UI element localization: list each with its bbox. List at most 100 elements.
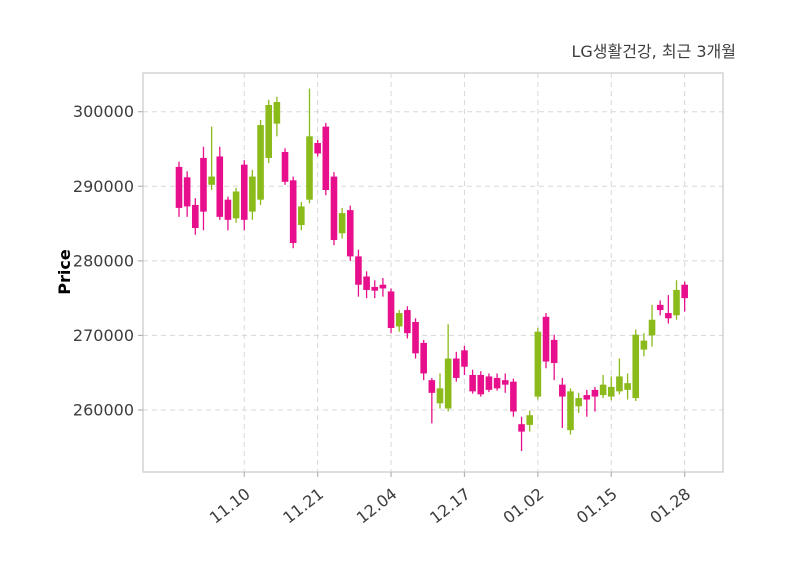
candle-body — [461, 350, 468, 367]
candle-body — [395, 313, 403, 327]
candle-body — [567, 391, 574, 431]
candle-body — [591, 389, 599, 397]
x-tick-label: 01.15 — [573, 484, 621, 527]
candle-body — [526, 415, 534, 425]
candle-body — [550, 339, 558, 364]
candle-body — [355, 256, 362, 285]
candle-down — [322, 122, 330, 196]
candles — [175, 88, 688, 452]
candle-body — [387, 291, 395, 328]
candle-body — [607, 386, 615, 397]
candle-up — [257, 119, 264, 205]
candle-body — [322, 126, 330, 191]
candle-body — [200, 157, 207, 212]
candle-down — [412, 318, 419, 359]
candle-down — [428, 377, 436, 424]
x-tick-label: 11.21 — [279, 484, 327, 527]
candle-up — [436, 373, 444, 409]
candle-body — [208, 176, 215, 185]
x-tick-label: 01.28 — [646, 484, 694, 527]
candle-down — [289, 176, 297, 249]
candle-down — [501, 373, 509, 393]
candle-body — [232, 191, 240, 219]
candle-body — [501, 380, 509, 385]
candle-body — [583, 395, 591, 400]
candle-body — [224, 199, 232, 220]
candle-body — [510, 381, 517, 412]
candle-body — [493, 377, 501, 389]
candle-body — [314, 143, 321, 154]
candle-down — [363, 271, 370, 299]
candle-body — [249, 176, 256, 212]
candle-up — [567, 388, 574, 435]
candle-up — [273, 96, 281, 137]
candle-down — [583, 389, 591, 417]
candle-body — [273, 102, 281, 124]
candle-down — [330, 172, 338, 246]
candle-down — [461, 345, 468, 375]
candle-body — [648, 319, 656, 336]
candle-down — [379, 278, 387, 297]
candle-down — [224, 196, 232, 231]
candle-up — [526, 410, 534, 432]
candle-up — [232, 187, 240, 223]
candle-body — [240, 164, 248, 220]
candle-up — [648, 304, 656, 347]
candle-down — [240, 160, 248, 231]
candle-body — [599, 384, 607, 396]
candle-body — [518, 424, 525, 432]
candle-down — [469, 369, 476, 394]
x-tick-label: 01.02 — [500, 484, 548, 527]
candle-body — [298, 206, 305, 226]
candle-down — [485, 373, 493, 393]
candle-body — [175, 166, 183, 208]
candle-up — [632, 329, 640, 402]
candle-body — [216, 156, 224, 217]
candle-body — [542, 316, 550, 362]
candle-up — [607, 376, 615, 401]
candle-down — [453, 351, 460, 382]
candle-down — [183, 171, 191, 217]
candle-down — [192, 198, 199, 235]
candle-down — [559, 377, 566, 428]
candle-down — [477, 371, 485, 397]
candle-down — [281, 148, 289, 185]
candle-body — [665, 313, 672, 319]
candle-down — [656, 300, 664, 316]
candle-body — [444, 358, 452, 409]
candle-up — [338, 207, 346, 239]
candle-down — [591, 386, 599, 412]
candle-body — [371, 286, 379, 291]
y-tick-label: 280000 — [73, 251, 134, 270]
candle-up — [249, 169, 256, 220]
candle-down — [665, 295, 672, 324]
candle-body — [632, 334, 640, 399]
candle-body — [534, 331, 542, 397]
candle-body — [281, 151, 289, 182]
candle-up — [616, 358, 623, 395]
y-axis-labels: 300000 290000 280000 270000 260000 — [73, 102, 134, 419]
candle-up — [599, 374, 607, 399]
candle-up — [444, 324, 452, 412]
candle-body — [624, 383, 631, 390]
candle-up — [208, 126, 215, 191]
candle-body — [330, 176, 338, 240]
y-tick-label: 260000 — [73, 401, 134, 420]
candle-body — [640, 340, 648, 350]
candle-down — [355, 249, 362, 297]
candle-body — [559, 384, 566, 397]
candle-down — [518, 416, 525, 452]
candle-body — [338, 213, 346, 234]
candle-down — [404, 306, 411, 339]
candle-body — [379, 284, 387, 289]
candle-body — [453, 358, 460, 378]
candle-body — [306, 136, 313, 200]
candle-down — [681, 281, 688, 312]
candle-body — [485, 376, 493, 390]
candle-up — [673, 280, 680, 320]
candle-down — [346, 205, 354, 261]
candle-up — [298, 201, 305, 231]
candle-body — [656, 304, 664, 311]
candle-body — [257, 125, 264, 200]
